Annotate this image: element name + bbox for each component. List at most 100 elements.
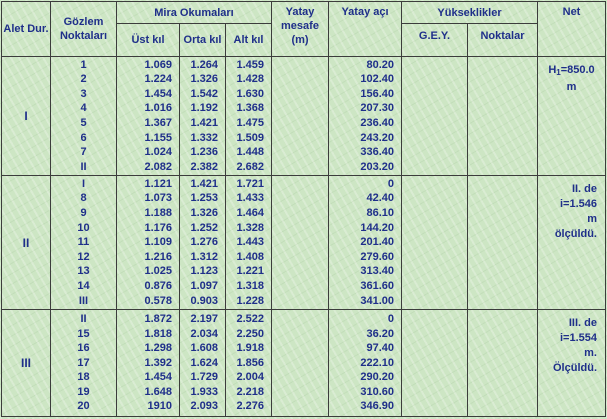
list-item: 1.176 — [144, 221, 172, 234]
table-row: III II 15 16 17 18 19 20 1.872 1.818 1.298 1.392 1… — [1, 309, 606, 417]
list-item: 1.933 — [190, 385, 218, 398]
list-item: 5 — [80, 117, 87, 129]
list-item: 313.40 — [360, 265, 394, 278]
table-row: I 1 2 3 4 5 6 7 II 1.069 1.224 1.454 1.016 1.367 1.1… — [1, 56, 606, 176]
list-item: 0 — [387, 312, 394, 325]
lower-hair-list: 2.522 2.250 1.918 1.856 2.004 2.218 2.276 — [225, 309, 272, 417]
list-item: 1.097 — [190, 279, 218, 292]
list-item: 1.818 — [144, 327, 172, 340]
list-item: 346.90 — [360, 400, 394, 413]
upper-hair-list: 1.069 1.224 1.454 1.016 1.367 1.155 1.024 2.082 — [116, 56, 180, 176]
gey-cell — [401, 56, 468, 176]
list-item: 1.428 — [236, 73, 264, 86]
point-elevation-cell — [467, 309, 538, 417]
list-item: 18 — [77, 371, 90, 384]
list-item: 14 — [77, 279, 90, 292]
list-item: 0 — [387, 177, 394, 190]
list-item: 1.252 — [190, 221, 218, 234]
points-list: I 8 9 10 11 12 13 14 III — [50, 175, 117, 310]
list-item: 2.382 — [190, 160, 218, 173]
list-item: 236.40 — [360, 117, 394, 129]
list-item: 222.10 — [360, 356, 394, 369]
list-item: 1.312 — [190, 250, 218, 263]
list-item: 1.228 — [236, 294, 264, 307]
list-item: 0.578 — [144, 294, 172, 307]
list-item: 279.60 — [360, 250, 394, 263]
list-item: II — [80, 160, 87, 173]
list-item: 336.40 — [360, 146, 394, 159]
station-label: III — [1, 309, 51, 417]
gey-cell — [401, 175, 468, 310]
list-item: 1.073 — [144, 192, 172, 205]
net-note-value: =850.0 — [560, 64, 595, 76]
list-item: 290.20 — [360, 371, 394, 384]
list-item: 1.216 — [144, 250, 172, 263]
list-item: 2.082 — [144, 160, 172, 173]
list-item: 3 — [80, 87, 87, 100]
list-item: 2.034 — [190, 327, 218, 340]
list-item: 1.408 — [236, 250, 264, 263]
horizontal-angle-list: 0 36.20 97.40 222.10 290.20 310.60 346.90 — [328, 309, 402, 417]
list-item: 1.392 — [144, 356, 172, 369]
point-elevation-cell — [467, 175, 538, 310]
middle-hair-list: 1.421 1.253 1.326 1.252 1.276 1.312 1.123 1.097… — [179, 175, 226, 310]
list-item: 1.253 — [190, 192, 218, 205]
list-item: 1.448 — [236, 146, 264, 159]
list-item: 1910 — [147, 400, 172, 413]
list-item: 1.608 — [190, 342, 218, 355]
gey-cell — [401, 309, 468, 417]
list-item: 1.236 — [190, 146, 218, 159]
table-row: II I 8 9 10 11 12 13 14 III 1.121 1.073 1.188 1.176… — [1, 175, 606, 310]
list-item: 1.624 — [190, 356, 218, 369]
list-item: 361.60 — [360, 279, 394, 292]
list-item: 11 — [77, 236, 90, 249]
list-item: 1.328 — [236, 221, 264, 234]
list-item: 2.250 — [236, 327, 264, 340]
header-points: Gözlem Noktaları — [50, 1, 117, 57]
upper-hair-list: 1.872 1.818 1.298 1.392 1.454 1.648 1910 — [116, 309, 180, 417]
middle-hair-list: 1.264 1.326 1.542 1.192 1.421 1.332 1.236 2.382 — [179, 56, 226, 176]
list-item: 1.188 — [144, 207, 172, 220]
list-item: 1.069 — [144, 58, 172, 71]
list-item: 1.123 — [190, 265, 218, 278]
list-item: 1.464 — [236, 207, 264, 220]
list-item: Ölçüldü. — [553, 362, 597, 374]
list-item: 80.20 — [366, 58, 394, 71]
list-item: 1.155 — [144, 131, 172, 144]
list-item: 1.918 — [236, 342, 264, 355]
points-list: 1 2 3 4 5 6 7 II — [50, 56, 117, 176]
list-item: 6 — [80, 131, 87, 144]
point-elevation-cell — [467, 56, 538, 176]
list-item: 0.876 — [144, 279, 172, 292]
list-item: 8 — [80, 192, 87, 205]
list-item: 1.421 — [190, 177, 218, 190]
list-item: 2.218 — [236, 385, 264, 398]
list-item: 207.30 — [360, 102, 394, 115]
list-item: 341.00 — [360, 294, 394, 307]
list-item: 1.729 — [190, 371, 218, 384]
list-item: 1.192 — [190, 102, 218, 115]
list-item: 1.443 — [236, 236, 264, 249]
list-item: 15 — [77, 327, 90, 340]
list-item: 243.20 — [360, 131, 394, 144]
list-item: 1.025 — [144, 265, 172, 278]
list-item: 156.40 — [360, 87, 394, 100]
list-item: ölçüldü. — [554, 228, 597, 240]
points-list: II 15 16 17 18 19 20 — [50, 309, 117, 417]
list-item: 1.872 — [144, 312, 172, 325]
header-horizontal-angle: Yatay açı — [328, 1, 402, 57]
list-item: 86.10 — [366, 207, 394, 220]
list-item: 2.276 — [236, 400, 264, 413]
list-item: 4 — [80, 102, 87, 115]
header-elevations: Yükseklikler — [401, 1, 538, 24]
list-item: 1.856 — [236, 356, 264, 369]
list-item: 16 — [77, 342, 90, 355]
list-item: 2.004 — [236, 371, 264, 384]
lower-hair-list: 1.459 1.428 1.630 1.368 1.475 1.509 1.448 2.682 — [225, 56, 272, 176]
list-item: 1.459 — [236, 58, 264, 71]
horizontal-distance-cell — [271, 309, 329, 417]
list-item: I — [81, 177, 86, 190]
list-item: 1.024 — [144, 146, 172, 159]
header-lower-hair: Alt kıl — [225, 23, 272, 57]
